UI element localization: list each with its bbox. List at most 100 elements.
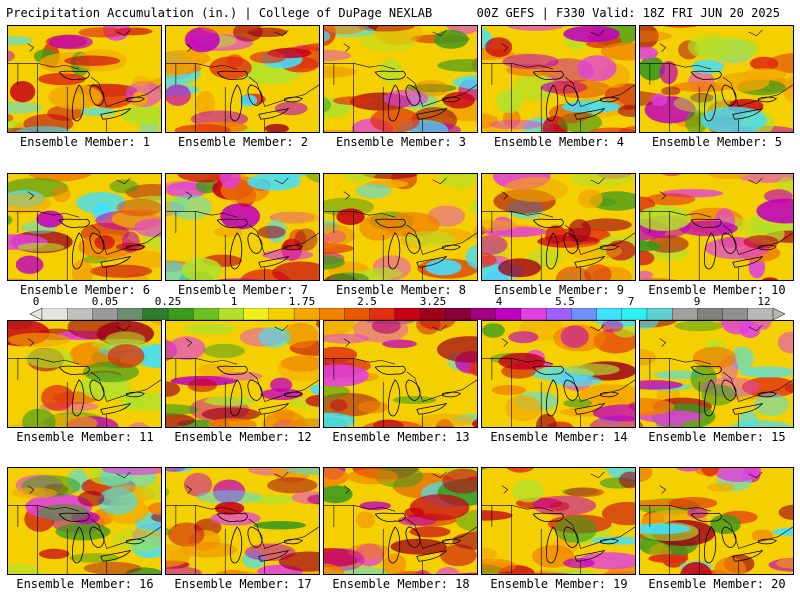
precip-map [640,26,793,132]
colorbar-segment [394,308,421,320]
great-lakes-outline [690,70,777,122]
precip-map [8,26,161,132]
state-borders [640,471,793,574]
colorbar-segment [470,308,497,320]
great-lakes-outline [532,365,619,417]
ensemble-member-label: Ensemble Member: 2 [177,135,309,149]
colorbar-tick-label: 0 [32,295,40,308]
ensemble-member-label: Ensemble Member: 14 [490,430,628,444]
colorbar-segment [92,308,119,320]
colorbar-segment [697,308,724,320]
colorbar-segment [67,308,93,320]
great-lakes-outline [374,218,461,270]
ensemble-map-panel [639,467,794,575]
precip-map [324,468,477,574]
colorbar-segment [117,308,144,320]
ensemble-member-label: Ensemble Member: 13 [332,430,470,444]
great-lakes-outline [690,218,777,270]
precip-map [640,321,793,427]
colorbar-tick-label: 9 [693,295,701,308]
state-borders [324,471,477,574]
state-borders [8,471,161,574]
great-lakes-outline [216,70,303,122]
great-lakes-outline [216,218,303,270]
colorbar-segment [596,308,623,320]
colorbar-tick-label: 2.5 [357,295,377,308]
colorbar-segment [167,308,194,320]
colorbar-tick-label: 1 [230,295,238,308]
colorbar-tick-label: 12 [757,295,771,308]
precip-map [166,321,319,427]
precip-map [8,468,161,574]
great-lakes-outline [690,512,777,564]
great-lakes-outline [216,512,303,564]
colorbar-segment [495,308,522,320]
great-lakes-outline [58,70,145,122]
colorbar-segment [369,308,396,320]
ensemble-map-panel [323,25,478,133]
colorbar-tick-label: 0.25 [154,295,182,308]
ensemble-map-panel [481,467,636,575]
great-lakes-outline [532,512,619,564]
ensemble-map-panel [7,25,162,133]
precip-map [640,174,793,280]
state-borders [482,177,635,280]
state-borders [324,177,477,280]
state-borders [482,29,635,132]
ensemble-map-panel [639,25,794,133]
ensemble-map-panel [481,25,636,133]
ensemble-member-label: Ensemble Member: 7 [177,283,309,297]
precip-map [8,321,161,427]
ensemble-member-label: Ensemble Member: 19 [490,577,628,591]
colorbar-segment [722,308,749,320]
ensemble-member-label: Ensemble Member: 1 [19,135,151,149]
colorbar-segment [243,308,270,320]
ensemble-map-panel [165,173,320,281]
ensemble-map-panel [7,173,162,281]
colorbar-segment [520,308,547,320]
colorbar-segment [571,308,598,320]
ensemble-member-label: Ensemble Member: 4 [493,135,625,149]
state-borders [640,324,793,427]
great-lakes-outline [58,218,145,270]
precip-map [482,174,635,280]
ensemble-member-label: Ensemble Member: 17 [174,577,312,591]
colorbar-tick-label: 3.25 [419,295,447,308]
colorbar-segment [621,308,648,320]
state-borders [324,29,477,132]
ensemble-map-panel [481,173,636,281]
precip-map [640,468,793,574]
precip-map [482,321,635,427]
colorbar-segment [319,308,345,320]
ensemble-map-panel [323,467,478,575]
great-lakes-outline [690,365,777,417]
state-borders [640,29,793,132]
ensemble-member-label: Ensemble Member: 3 [335,135,467,149]
colorbar-segment [646,308,673,320]
ensemble-member-label: Ensemble Member: 8 [335,283,467,297]
colorbar-segment [293,308,320,320]
precip-map [166,468,319,574]
ensemble-member-label: Ensemble Member: 5 [651,135,783,149]
ensemble-member-label: Ensemble Member: 20 [648,577,786,591]
ensemble-member-label: Ensemble Member: 10 [648,283,786,297]
precip-map [482,26,635,132]
colorbar-segment [218,308,245,320]
colorbar-segment [545,308,572,320]
colorbar-max-arrow [772,308,785,320]
great-lakes-outline [216,365,303,417]
ensemble-map-panel [7,320,162,428]
colorbar-min-arrow [30,308,43,320]
ensemble-map-panel [323,320,478,428]
ensemble-member-label: Ensemble Member: 11 [16,430,154,444]
precip-map [324,26,477,132]
colorbar-segment [747,308,774,320]
state-borders [166,177,319,280]
great-lakes-outline [58,512,145,564]
ensemble-map-panel [639,320,794,428]
state-borders [482,471,635,574]
great-lakes-outline [532,70,619,122]
state-borders [166,471,319,574]
state-borders [166,29,319,132]
run-valid-time: 00Z GEFS | F330 Valid: 18Z FRI JUN 20 20… [476,6,780,20]
